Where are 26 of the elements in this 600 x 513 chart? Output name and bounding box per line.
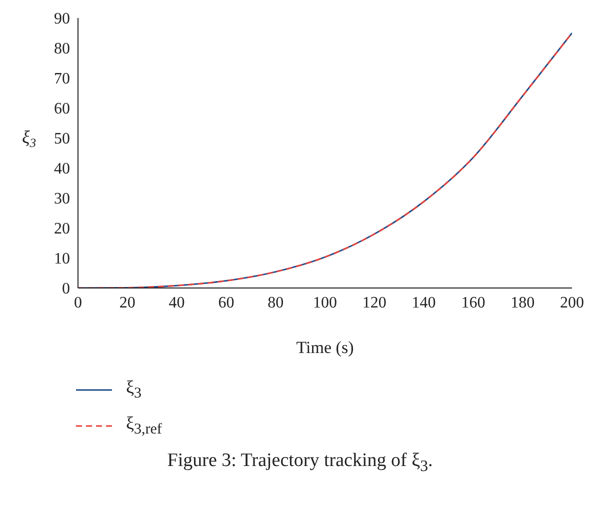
x-tick-label: 160 xyxy=(461,294,486,312)
x-tick-label: 20 xyxy=(119,294,136,312)
y-tick-label: 30 xyxy=(54,190,70,208)
y-tick-label: 80 xyxy=(54,40,70,58)
caption: Figure 3: Trajectory tracking of ξ$_{3}$. xyxy=(166,450,434,476)
legend-label: ξ$_{3,ref}$ xyxy=(126,413,162,439)
y-tick-label: 90 xyxy=(54,10,70,28)
y-tick-label: 50 xyxy=(54,130,70,148)
y-tick-label: 0 xyxy=(62,280,70,298)
y-axis-title: ξ$_{3}$ xyxy=(22,127,36,150)
x-tick-label: 200 xyxy=(560,294,584,312)
x-tick-label: 80 xyxy=(268,294,284,312)
y-tick-label: 60 xyxy=(54,100,70,118)
legend-label: ξ$_{3}$ xyxy=(126,377,142,403)
y-tick-label: 10 xyxy=(54,250,70,268)
y-tick-label: 20 xyxy=(54,220,70,238)
y-tick-label: 40 xyxy=(54,160,70,178)
y-tick-label: 70 xyxy=(54,70,70,88)
x-tick-label: 60 xyxy=(218,294,234,312)
x-tick-label: 120 xyxy=(362,294,386,312)
x-axis-title: Time (s) xyxy=(296,338,354,357)
x-tick-label: 140 xyxy=(412,294,436,312)
x-tick-label: 40 xyxy=(168,294,185,312)
x-tick-label: 180 xyxy=(510,294,535,312)
x-tick-label: 100 xyxy=(313,294,337,312)
x-tick-label: 0 xyxy=(74,294,82,312)
